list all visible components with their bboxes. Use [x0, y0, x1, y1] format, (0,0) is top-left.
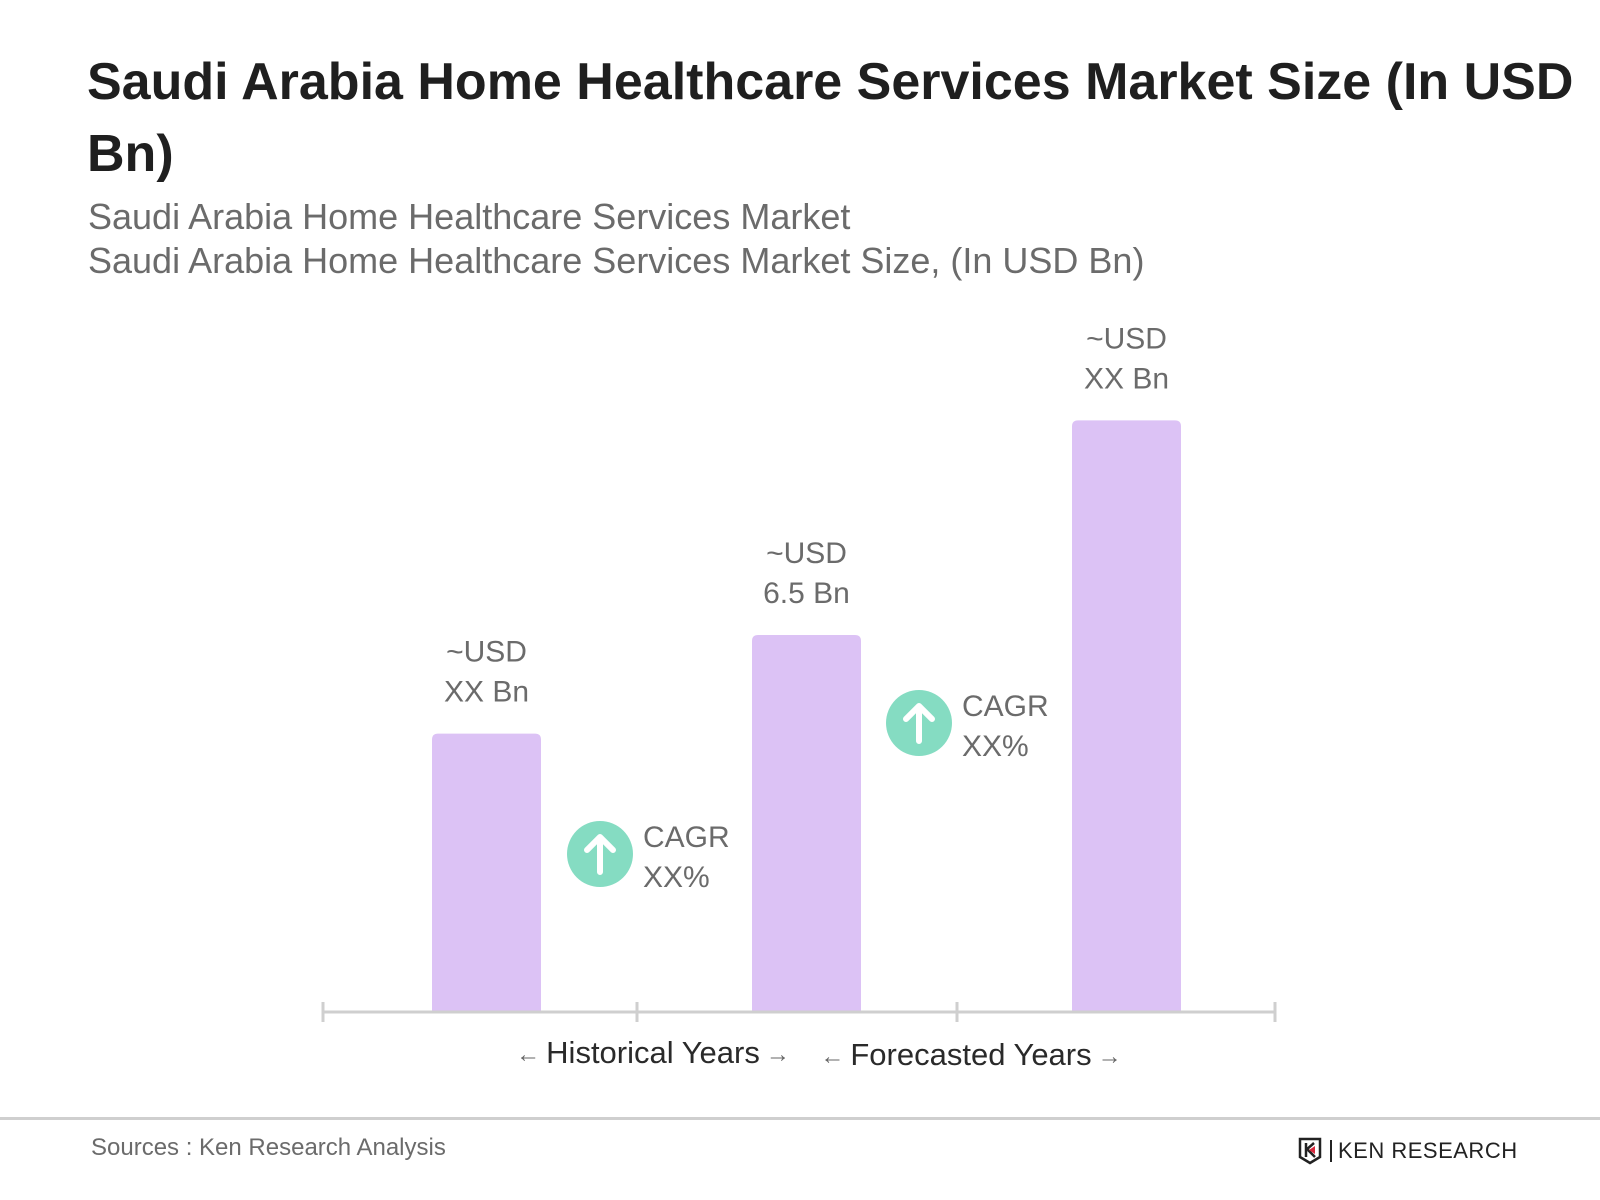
bar	[752, 635, 861, 1012]
data-label: XX Bn	[444, 676, 529, 709]
chart-title: Saudi Arabia Home Healthcare Services Ma…	[87, 53, 1574, 183]
arrow-right-icon: →	[1098, 1043, 1122, 1070]
data-label: ~USD	[766, 537, 847, 570]
data-label: 6.5 Bn	[763, 577, 850, 610]
arrow-left-icon: ←	[820, 1043, 844, 1070]
period-label: Forecasted Years	[850, 1037, 1091, 1072]
bar-chart: ~USD XX Bn ~USD 6.5 Bn ~USD XX Bn CAGR XX% CAGR X…	[321, 322, 1277, 1072]
ken-research-logo: KEN RESEARCH	[1298, 1137, 1518, 1165]
bar	[432, 733, 541, 1012]
cagr-label: CAGR	[962, 690, 1049, 723]
chart-subtitle: Saudi Arabia Home Healthcare Services Ma…	[88, 196, 851, 237]
arrow-up-icon	[903, 703, 935, 744]
footer-divider	[0, 1117, 1600, 1120]
cagr-value: XX%	[962, 730, 1029, 763]
sources-text: Sources : Ken Research Analysis	[91, 1134, 446, 1161]
arrow-up-icon	[584, 834, 616, 875]
cagr-value: XX%	[643, 861, 710, 894]
data-label: ~USD	[446, 636, 527, 669]
logo-text: KEN RESEARCH	[1338, 1138, 1518, 1163]
cagr-label: CAGR	[643, 821, 730, 854]
bar	[1072, 420, 1181, 1012]
logo-icon	[1298, 1137, 1322, 1165]
data-label: ~USD	[1086, 322, 1167, 355]
chart-subtitle-2: Saudi Arabia Home Healthcare Services Ma…	[88, 240, 1145, 281]
arrow-right-icon: →	[766, 1041, 790, 1068]
data-label: XX Bn	[1084, 362, 1169, 395]
arrow-left-icon: ←	[516, 1041, 540, 1068]
period-label: Historical Years	[546, 1035, 760, 1070]
